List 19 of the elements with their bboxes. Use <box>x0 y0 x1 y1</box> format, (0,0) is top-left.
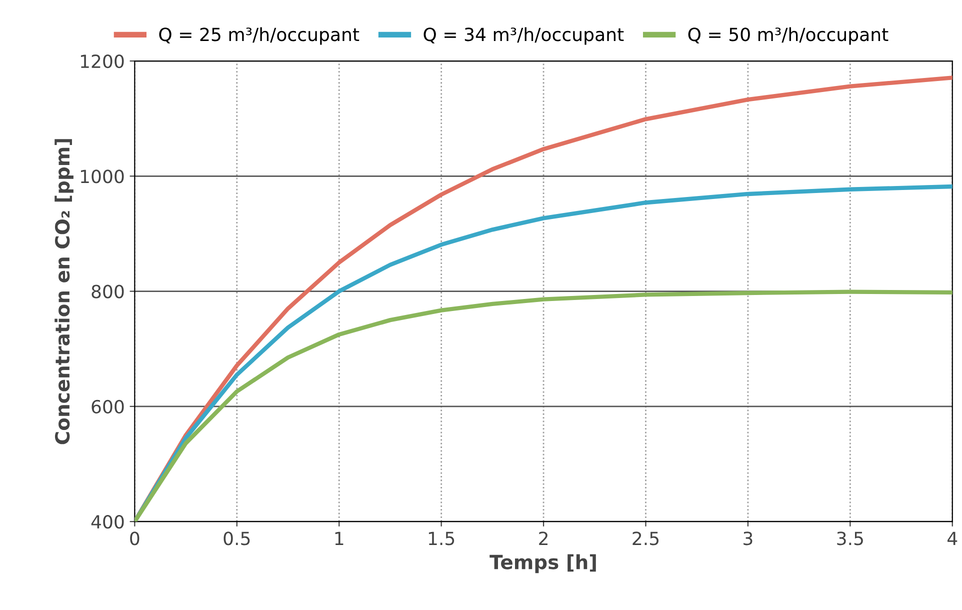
x-tick-label: 2.5 <box>632 532 659 546</box>
legend-label: Q = 50 m³/h/occupant <box>688 27 888 45</box>
y-tick-label: 1000 <box>80 170 124 184</box>
x-tick-label: 3.5 <box>837 532 863 546</box>
x-axis-title: Temps [h] <box>490 554 596 574</box>
x-tick-label: 4 <box>948 532 958 545</box>
y-tick-label: 400 <box>91 515 124 529</box>
x-tick-label: 2 <box>539 532 548 545</box>
x-tick-label: 0.5 <box>224 532 250 546</box>
x-tick-label: 1 <box>335 532 344 545</box>
y-axis-title: Concentration en CO₂ [ppm] <box>54 139 74 444</box>
x-tick-label: 3 <box>744 532 752 546</box>
x-tick-label: 1.5 <box>428 532 454 546</box>
x-tick-label: 0 <box>130 532 140 546</box>
y-tick-label: 600 <box>92 400 124 414</box>
legend-label: Q = 34 m³/h/occupant <box>424 27 624 45</box>
y-tick-label: 1200 <box>80 54 124 68</box>
y-tick-label: 800 <box>92 284 124 298</box>
legend-label: Q = 25 m³/h/occupant <box>159 27 360 45</box>
